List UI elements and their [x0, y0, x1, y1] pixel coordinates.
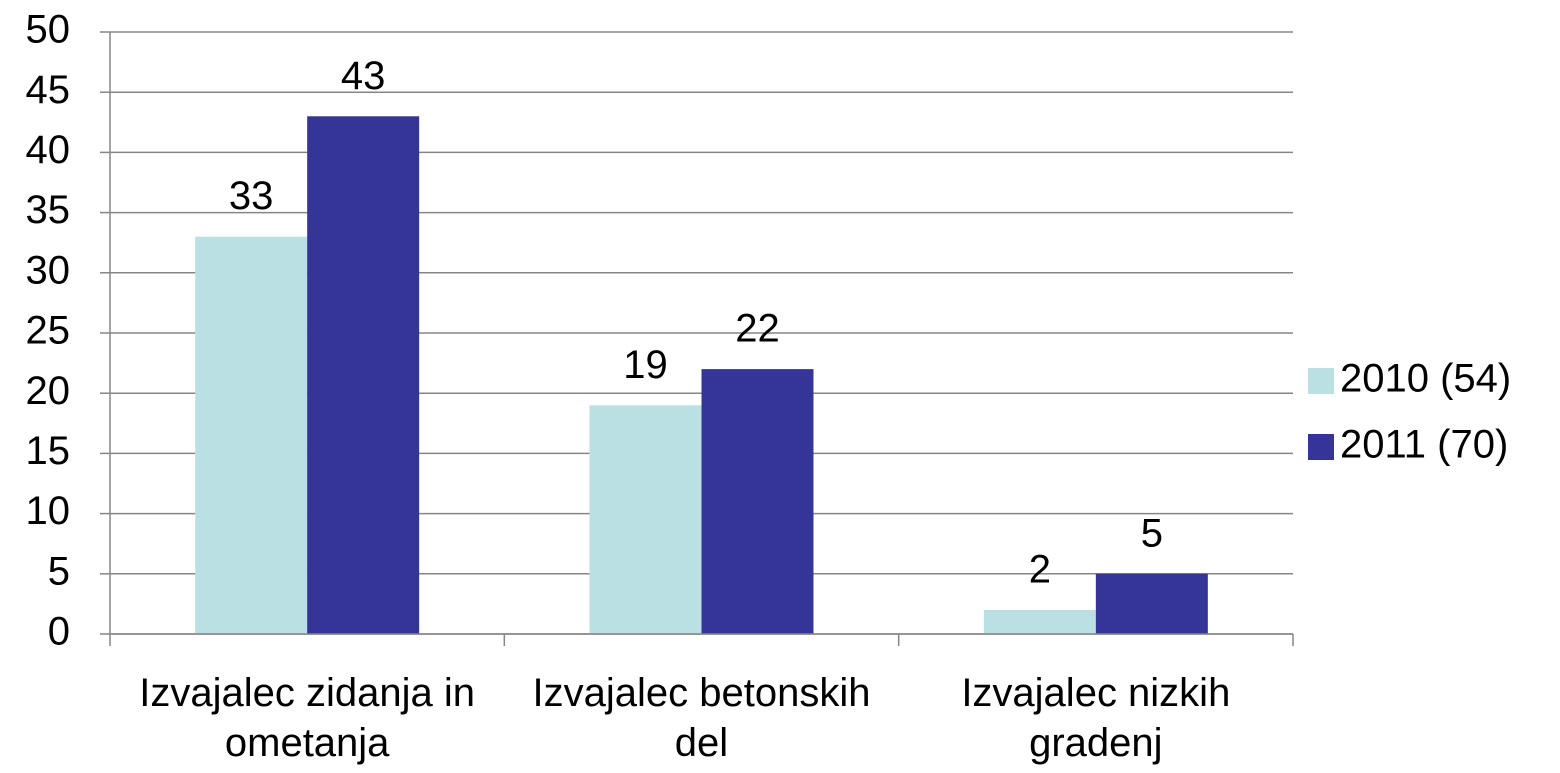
- legend-swatch: [1308, 434, 1334, 460]
- y-tick-label: 10: [26, 489, 71, 533]
- y-tick-label: 35: [26, 188, 71, 232]
- legend-label: 2011 (70): [1340, 423, 1508, 467]
- data-label: 22: [735, 307, 780, 351]
- x-tick-label: Izvajalec nizkih gradenj: [961, 671, 1231, 765]
- y-tick-label: 20: [26, 369, 71, 413]
- legend-label: 2010 (54): [1340, 357, 1511, 401]
- bar: [589, 405, 702, 634]
- bar: [1095, 573, 1208, 634]
- y-tick-label: 50: [26, 8, 71, 52]
- bar: [307, 116, 420, 634]
- bar: [701, 369, 814, 634]
- data-label: 2: [1029, 547, 1051, 591]
- legend-swatch: [1308, 368, 1334, 394]
- x-tick-label: Izvajalec betonskih del: [532, 671, 871, 765]
- y-tick-label: 15: [26, 429, 71, 473]
- y-tick-label: 0: [48, 610, 70, 654]
- y-tick-label: 5: [48, 549, 70, 593]
- data-label: 5: [1141, 511, 1163, 555]
- data-label: 19: [623, 343, 668, 387]
- data-label: 33: [229, 174, 274, 218]
- y-tick-label: 45: [26, 68, 71, 112]
- bar: [983, 609, 1096, 634]
- y-tick-label: 25: [26, 309, 71, 353]
- bar: [195, 236, 308, 634]
- x-tick-label: Izvajalec zidanja in ometanja: [139, 671, 476, 765]
- y-tick-label: 30: [26, 248, 71, 292]
- data-label: 43: [341, 54, 386, 98]
- y-tick-label: 40: [26, 128, 71, 172]
